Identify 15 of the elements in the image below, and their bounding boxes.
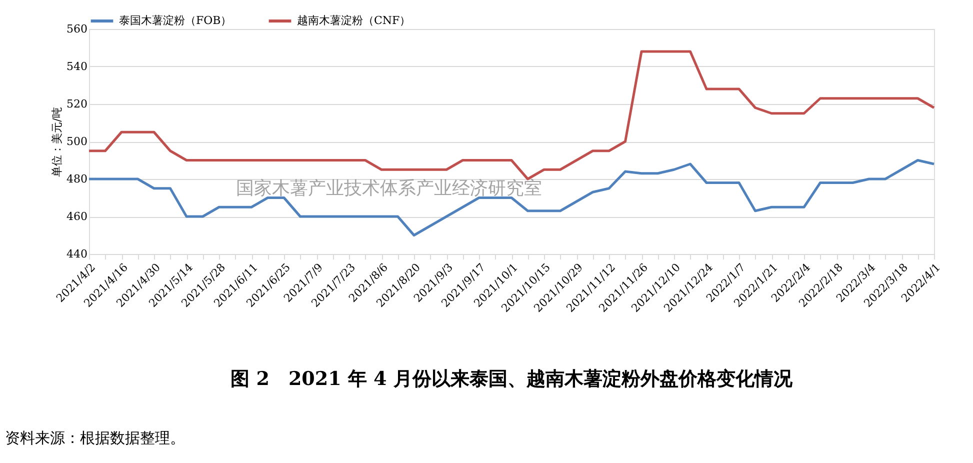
text: 资料来源：根据数据整理。: [5, 429, 185, 447]
y-tick-label: 440: [66, 248, 88, 260]
text: 图 2 2021 年 4 月份以来泰国、越南木薯淀粉外盘价格变化情况: [230, 368, 794, 390]
y-tick-label: 500: [66, 135, 88, 148]
line-series: [88, 159, 936, 236]
y-tick-label: 460: [66, 210, 88, 223]
y-tick-label: 480: [66, 172, 88, 186]
line-series: [88, 50, 936, 180]
y-tick-label: 540: [66, 60, 88, 73]
legend-label: 越南木薯淀粉（CNF）: [297, 14, 411, 27]
legend-label: 泰国木薯淀粉（FOB）: [119, 14, 232, 27]
y-tick-label: 560: [66, 22, 88, 36]
y-axis-title: 单位：美元/吨: [50, 107, 64, 177]
annotation: 国家木薯产业技术体系产业经济研究室: [236, 178, 542, 199]
y-tick-label: 520: [66, 98, 88, 110]
